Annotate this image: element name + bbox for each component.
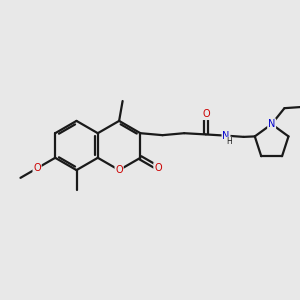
- Text: O: O: [33, 163, 41, 173]
- Text: N: N: [222, 131, 230, 141]
- Text: O: O: [154, 163, 162, 173]
- Text: H: H: [226, 137, 232, 146]
- Text: O: O: [115, 165, 123, 175]
- Text: O: O: [202, 109, 210, 119]
- Text: N: N: [268, 119, 275, 129]
